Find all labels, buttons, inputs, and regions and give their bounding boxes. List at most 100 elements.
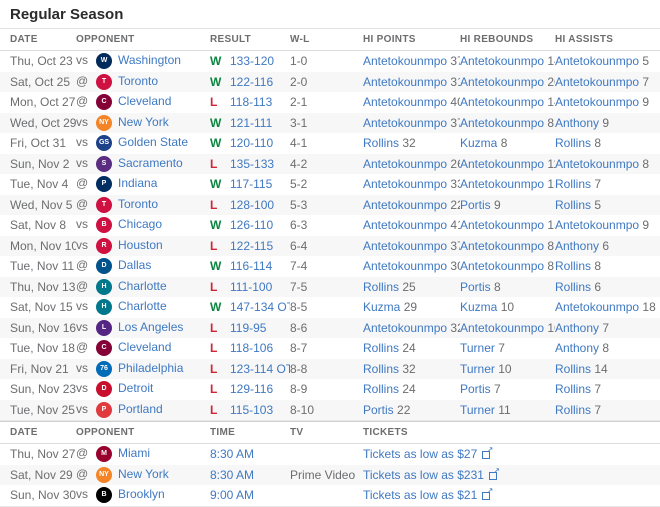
player-link[interactable]: Antetokounmpo — [460, 54, 545, 69]
player-link[interactable]: Antetokounmpo — [363, 218, 448, 233]
player-link[interactable]: Rollins — [555, 177, 592, 192]
player-link[interactable]: Antetokounmpo — [363, 95, 448, 110]
player-link[interactable]: Antetokounmpo — [460, 156, 545, 171]
player-link[interactable]: Rollins — [363, 341, 400, 356]
player-link[interactable]: Anthony — [555, 238, 600, 253]
player-link[interactable]: Rollins — [363, 279, 400, 294]
player-link[interactable]: Rollins — [555, 361, 592, 376]
player-link[interactable]: Antetokounmpo — [555, 95, 640, 110]
player-link[interactable]: Antetokounmpo — [555, 218, 640, 233]
player-link[interactable]: Kuzma — [363, 300, 401, 315]
score-link[interactable]: 135-133 — [230, 156, 275, 171]
player-link[interactable]: Antetokounmpo — [460, 74, 545, 89]
game-time-link[interactable]: 8:30 AM — [210, 447, 255, 462]
score-link[interactable]: 121-111 — [230, 115, 273, 130]
player-link[interactable]: Turner — [460, 341, 495, 356]
player-link[interactable]: Kuzma — [460, 300, 498, 315]
game-time-link[interactable]: 9:00 AM — [210, 488, 255, 503]
score-link[interactable]: 115-103 — [230, 402, 274, 417]
team-link[interactable]: Charlotte — [118, 278, 167, 293]
team-link[interactable]: Cleveland — [118, 94, 172, 109]
team-link[interactable]: Houston — [118, 237, 163, 252]
player-link[interactable]: Antetokounmpo — [460, 95, 545, 110]
score-link[interactable]: 120-110 — [230, 136, 274, 151]
score-link[interactable]: 123-114 OT — [230, 361, 290, 376]
score-link[interactable]: 111-100 — [230, 279, 273, 294]
player-link[interactable]: Antetokounmpo — [555, 156, 640, 171]
player-link[interactable]: Antetokounmpo — [363, 259, 448, 274]
player-link[interactable]: Rollins — [555, 382, 592, 397]
player-link[interactable]: Anthony — [555, 115, 600, 130]
score-link[interactable]: 129-116 — [230, 382, 274, 397]
score-link[interactable]: 118-113 — [230, 95, 273, 110]
player-link[interactable]: Antetokounmpo — [460, 177, 545, 192]
player-link[interactable]: Anthony — [555, 341, 600, 356]
player-link[interactable]: Antetokounmpo — [460, 259, 545, 274]
team-link[interactable]: Dallas — [118, 258, 152, 273]
player-link[interactable]: Rollins — [555, 279, 592, 294]
game-row: Mon, Oct 27 @ C Cleveland L 118-113 2-1 Antetok… — [0, 92, 660, 113]
player-link[interactable]: Rollins — [555, 259, 592, 274]
player-link[interactable]: Antetokounmpo — [460, 238, 545, 253]
player-link[interactable]: Rollins — [363, 136, 400, 151]
score-link[interactable]: 147-134 OT — [230, 300, 290, 315]
team-link[interactable]: Toronto — [118, 73, 159, 88]
player-link[interactable]: Portis — [460, 382, 491, 397]
team-link[interactable]: New York — [118, 114, 169, 129]
player-link[interactable]: Antetokounmpo — [460, 320, 545, 335]
player-link[interactable]: Turner — [460, 361, 495, 376]
player-link[interactable]: Rollins — [363, 361, 400, 376]
player-link[interactable]: Turner — [460, 402, 495, 417]
team-link[interactable]: Cleveland — [118, 340, 172, 355]
team-link[interactable]: Indiana — [118, 176, 158, 191]
team-link[interactable]: Detroit — [118, 381, 154, 396]
player-link[interactable]: Antetokounmpo — [460, 115, 545, 130]
player-link[interactable]: Antetokounmpo — [363, 320, 448, 335]
team-link[interactable]: Miami — [118, 446, 150, 461]
team-link[interactable]: Washington — [118, 53, 181, 68]
team-link[interactable]: Sacramento — [118, 155, 183, 170]
player-link[interactable]: Antetokounmpo — [555, 54, 640, 69]
player-link[interactable]: Antetokounmpo — [363, 156, 448, 171]
score-link[interactable]: 133-120 — [230, 54, 275, 69]
score-link[interactable]: 128-100 — [230, 197, 275, 212]
team-link[interactable]: Portland — [118, 401, 163, 416]
score-link[interactable]: 122-115 — [230, 238, 274, 253]
player-link[interactable]: Antetokounmpo — [363, 74, 448, 89]
score-link[interactable]: 116-114 — [230, 259, 273, 274]
score-link[interactable]: 126-110 — [230, 218, 274, 233]
team-link[interactable]: Golden State — [118, 135, 189, 150]
player-link[interactable]: Rollins — [555, 197, 592, 212]
player-link[interactable]: Antetokounmpo — [363, 115, 448, 130]
player-link[interactable]: Antetokounmpo — [363, 238, 448, 253]
player-link[interactable]: Anthony — [555, 320, 600, 335]
player-link[interactable]: Rollins — [555, 402, 592, 417]
team-link[interactable]: Brooklyn — [118, 487, 165, 502]
player-link[interactable]: Kuzma — [460, 136, 498, 151]
team-link[interactable]: Chicago — [118, 217, 163, 232]
tickets-link[interactable]: Tickets as low as $27 — [363, 447, 478, 462]
player-link[interactable]: Portis — [460, 197, 491, 212]
player-link[interactable]: Antetokounmpo — [555, 300, 640, 315]
player-link[interactable]: Antetokounmpo — [363, 197, 448, 212]
tickets-link[interactable]: Tickets as low as $231 — [363, 467, 484, 482]
team-link[interactable]: Charlotte — [118, 299, 167, 314]
player-link[interactable]: Rollins — [363, 382, 400, 397]
team-link[interactable]: Philadelphia — [118, 360, 184, 375]
player-link[interactable]: Antetokounmpo — [363, 177, 448, 192]
player-link[interactable]: Antetokounmpo — [363, 54, 448, 69]
score-link[interactable]: 119-95 — [230, 320, 267, 335]
player-link[interactable]: Portis — [460, 279, 491, 294]
tickets-link[interactable]: Tickets as low as $21 — [363, 488, 478, 503]
team-link[interactable]: Los Angeles — [118, 319, 184, 334]
score-link[interactable]: 118-106 — [230, 341, 274, 356]
team-link[interactable]: Toronto — [118, 196, 159, 211]
player-link[interactable]: Antetokounmpo — [555, 74, 640, 89]
player-link[interactable]: Rollins — [555, 136, 592, 151]
player-link[interactable]: Antetokounmpo — [460, 218, 545, 233]
score-link[interactable]: 117-115 — [230, 177, 273, 192]
score-link[interactable]: 122-116 — [230, 74, 274, 89]
team-link[interactable]: New York — [118, 466, 169, 481]
player-link[interactable]: Portis — [363, 402, 394, 417]
game-time-link[interactable]: 8:30 AM — [210, 467, 255, 482]
